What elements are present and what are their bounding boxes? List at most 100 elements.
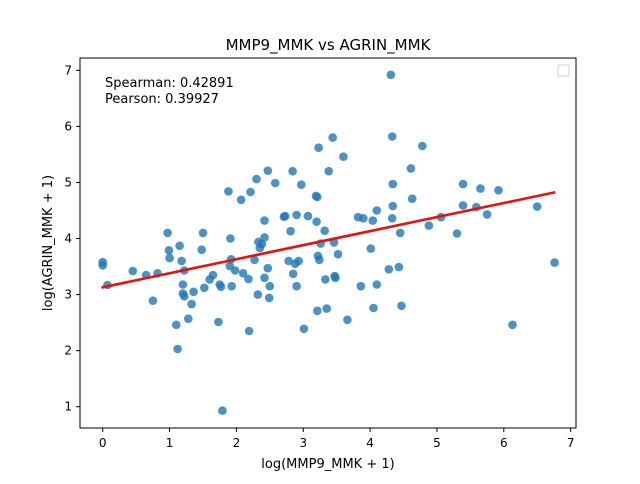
data-point-18 (184, 314, 193, 324)
data-point-1 (98, 261, 107, 270)
data-point-65 (297, 180, 306, 189)
x-tick-label-6: 6 (500, 436, 508, 450)
data-point-48 (260, 216, 269, 225)
data-point-64 (294, 256, 303, 266)
data-point-114 (482, 210, 492, 219)
pearson-annotation: Pearson: 0.39927 (105, 92, 219, 107)
data-point-80 (328, 133, 338, 142)
data-point-106 (418, 141, 427, 151)
data-point-98 (387, 132, 397, 141)
data-point-53 (265, 281, 275, 291)
data-point-79 (324, 166, 334, 176)
data-point-37 (238, 269, 248, 278)
data-point-110 (458, 179, 468, 189)
y-tick-label-4: 4 (64, 232, 72, 246)
x-tick-label-3: 3 (299, 436, 307, 450)
data-point-73 (314, 143, 323, 152)
data-point-47 (260, 273, 269, 283)
data-point-20 (189, 287, 198, 297)
y-tick-label-7: 7 (64, 63, 72, 77)
data-point-115 (494, 186, 503, 195)
x-tick-label-2: 2 (233, 436, 241, 450)
data-point-16 (180, 292, 189, 301)
data-point-96 (386, 70, 396, 80)
data-point-38 (244, 274, 253, 284)
data-point-57 (284, 256, 293, 266)
data-point-62 (292, 210, 301, 220)
data-point-12 (175, 241, 184, 251)
data-point-28 (216, 282, 226, 292)
data-point-94 (372, 206, 382, 215)
data-point-58 (286, 226, 295, 236)
plot-frame (79, 57, 577, 429)
legend-box (557, 64, 570, 77)
data-point-91 (368, 216, 378, 225)
y-tick-label-6: 6 (64, 119, 72, 133)
x-tick-label-7: 7 (567, 436, 575, 450)
data-point-100 (388, 201, 398, 211)
data-point-34 (227, 281, 236, 291)
data-point-66 (299, 324, 309, 334)
data-point-14 (178, 280, 188, 289)
data-point-71 (313, 306, 322, 316)
data-point-21 (197, 245, 206, 254)
y-tick-label-1: 1 (64, 400, 72, 414)
data-point-7 (163, 228, 172, 238)
data-point-95 (384, 265, 394, 274)
data-point-113 (476, 184, 485, 193)
y-tick-label-3: 3 (64, 288, 72, 302)
data-point-22 (198, 228, 208, 238)
data-point-89 (359, 214, 368, 223)
data-point-8 (164, 246, 174, 255)
data-point-67 (303, 211, 313, 221)
data-point-88 (356, 281, 366, 291)
data-point-85 (339, 152, 348, 161)
x-tick-label-4: 4 (366, 436, 374, 450)
data-point-84 (333, 249, 343, 259)
data-point-39 (244, 326, 254, 336)
data-point-92 (369, 303, 378, 313)
data-point-11 (173, 344, 182, 354)
data-point-50 (263, 166, 273, 175)
y-tick-label-2: 2 (64, 344, 72, 358)
data-point-107 (424, 221, 434, 230)
data-point-52 (264, 293, 274, 303)
data-point-74 (315, 255, 324, 265)
data-point-5 (148, 296, 158, 306)
x-tick-label-0: 0 (99, 436, 107, 450)
data-point-29 (218, 406, 227, 415)
y-axis-label: log(AGRIN_MMK + 1) (41, 175, 56, 311)
regression-line (101, 190, 556, 289)
data-point-3 (128, 266, 138, 276)
data-point-60 (288, 269, 298, 279)
data-point-25 (208, 270, 218, 280)
chart-title: MMP9_MMK vs AGRIN_MMK (226, 36, 432, 55)
data-point-13 (177, 256, 186, 266)
points-layer (98, 70, 559, 415)
data-point-83 (331, 273, 340, 283)
y-axis: 1 2 3 4 5 6 7 (64, 63, 80, 414)
data-point-42 (252, 174, 261, 184)
data-point-90 (366, 244, 376, 253)
data-point-43 (253, 290, 263, 299)
data-point-78 (322, 304, 332, 313)
data-point-93 (372, 280, 382, 289)
data-point-40 (246, 187, 255, 197)
data-point-30 (224, 187, 233, 196)
data-point-116 (508, 320, 517, 330)
data-point-77 (321, 275, 330, 284)
data-point-104 (406, 164, 416, 173)
data-point-97 (387, 214, 397, 223)
data-point-32 (226, 234, 235, 243)
x-axis-label: log(MMP9_MMK + 1) (261, 457, 394, 472)
data-point-103 (397, 301, 406, 311)
data-point-54 (270, 178, 280, 188)
data-point-111 (458, 201, 468, 210)
fit-layer (101, 190, 556, 289)
data-point-109 (452, 229, 462, 238)
data-point-49 (260, 233, 269, 242)
data-point-99 (388, 179, 398, 189)
data-point-9 (165, 253, 174, 263)
